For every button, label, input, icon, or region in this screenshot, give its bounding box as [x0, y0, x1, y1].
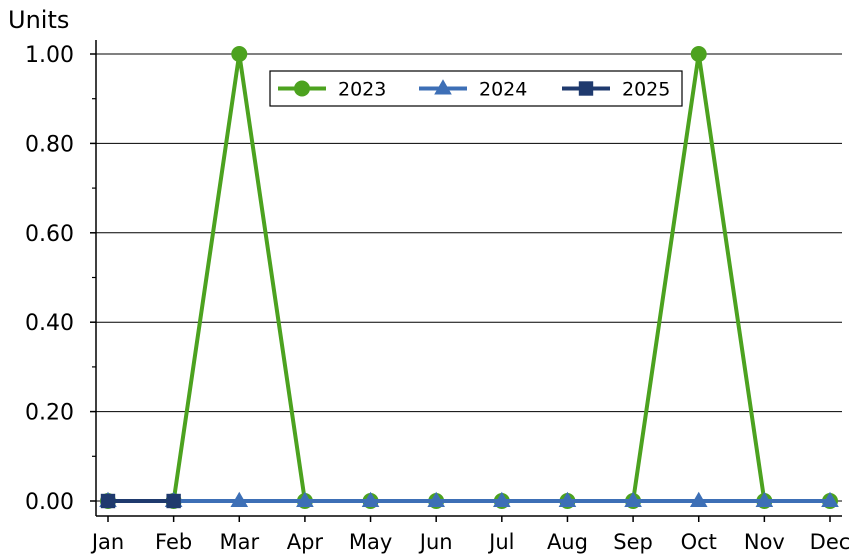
legend: 2023 2024 2025 [269, 70, 683, 107]
legend-label: 2024 [479, 79, 527, 101]
data-point [427, 491, 445, 507]
data-point [755, 491, 774, 507]
legend-entry: 2024 [419, 79, 527, 101]
x-tick-label: Feb [155, 530, 192, 554]
y-tick-label: 0.80 [25, 132, 74, 157]
data-point [493, 491, 511, 507]
x-tick-labels: Jan Feb Mar Apr May Jun Jul Aug Sep Oct Nov Dec [90, 530, 851, 554]
x-tick-label: Jan [90, 530, 124, 554]
data-point [166, 493, 181, 509]
data-point [230, 491, 249, 507]
series-2024 [99, 491, 839, 507]
x-tick-label: May [349, 530, 392, 554]
x-tick-label: Oct [681, 530, 717, 554]
x-tick-label: Aug [547, 530, 588, 554]
data-point [821, 491, 839, 507]
legend-marker [578, 81, 594, 96]
y-axis-unit-label: Units [8, 6, 69, 34]
legend-marker [434, 79, 452, 95]
data-point [361, 491, 380, 507]
legend-entry: 2023 [278, 79, 386, 101]
series-2023 [100, 46, 838, 509]
series-2025 [100, 493, 181, 509]
y-tick-label: 0.00 [25, 490, 74, 515]
data-point [558, 491, 577, 507]
x-tick-label: Dec [810, 530, 851, 554]
y-tick-label: 0.20 [25, 401, 74, 426]
legend-box [269, 70, 683, 107]
data-point [100, 493, 116, 509]
legend-label: 2023 [338, 79, 386, 101]
data-point [690, 46, 707, 62]
x-tick-label: Sep [613, 530, 653, 554]
x-tick-label: Jun [418, 530, 453, 554]
y-tick-label: 0.40 [25, 311, 74, 336]
x-tick-label: Mar [219, 530, 259, 554]
y-tick-label: 0.60 [25, 222, 74, 247]
series-layer [99, 46, 839, 509]
data-point [624, 491, 642, 507]
x-tick-label: Apr [287, 530, 324, 554]
axes [90, 40, 842, 522]
series-line [108, 52, 830, 503]
legend-marker [294, 80, 310, 97]
data-point [689, 491, 708, 507]
x-tick-label: Jul [487, 530, 514, 554]
y-tick-labels: 0.00 0.20 0.40 0.60 0.80 1.00 [25, 43, 74, 515]
y-tick-label: 1.00 [25, 43, 74, 68]
x-tick-label: Nov [744, 530, 785, 554]
data-point [296, 491, 314, 507]
data-point [231, 46, 248, 62]
legend-label: 2025 [622, 79, 670, 101]
legend-entry: 2025 [562, 79, 670, 101]
